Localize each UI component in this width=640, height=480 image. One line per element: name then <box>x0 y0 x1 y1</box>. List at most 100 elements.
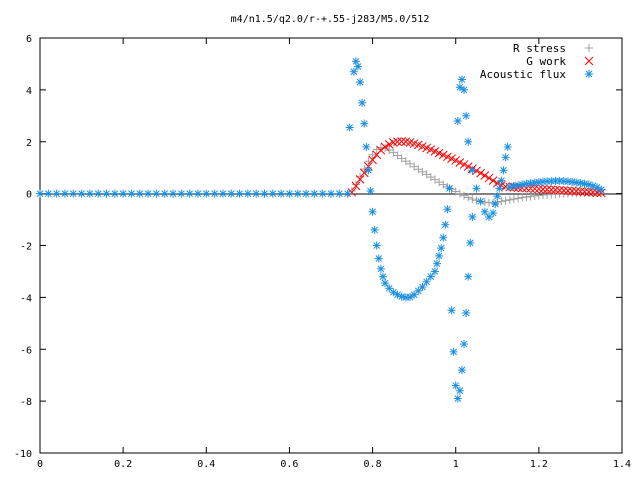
data-point <box>501 196 510 205</box>
data-point <box>437 244 446 253</box>
data-point <box>318 189 327 198</box>
series-g-work <box>347 137 606 198</box>
data-point <box>526 192 535 201</box>
data-point <box>389 148 398 157</box>
data-point <box>94 189 103 198</box>
y-tick-label: 0 <box>26 190 32 201</box>
data-point <box>563 177 572 186</box>
data-point <box>110 189 119 198</box>
data-point <box>576 187 585 196</box>
data-point <box>538 184 548 194</box>
data-point <box>453 394 462 403</box>
data-point <box>464 272 473 281</box>
data-point <box>69 189 78 198</box>
data-point <box>555 185 564 195</box>
series-r-stress <box>347 143 606 207</box>
data-point <box>426 173 435 182</box>
data-point <box>356 78 365 87</box>
data-point <box>380 142 390 152</box>
data-point <box>370 225 379 234</box>
data-point <box>455 158 465 167</box>
data-point <box>354 62 363 71</box>
data-point <box>489 198 498 207</box>
data-point <box>385 146 394 155</box>
data-point <box>177 189 186 198</box>
data-point <box>426 272 435 281</box>
plot-area-border <box>39 37 623 454</box>
data-point <box>202 189 211 198</box>
data-point <box>372 145 381 154</box>
data-point <box>497 197 506 206</box>
data-point <box>445 184 454 193</box>
data-point <box>422 277 431 286</box>
data-point <box>52 189 61 198</box>
data-point <box>368 207 377 216</box>
data-point <box>119 189 128 198</box>
y-tick-label: -4 <box>20 293 32 304</box>
data-point <box>44 189 53 198</box>
data-point <box>362 142 371 151</box>
data-point <box>491 200 500 208</box>
x-tick-label: 0.4 <box>197 459 215 470</box>
data-point <box>360 119 369 128</box>
y-tick-label: -6 <box>20 345 32 356</box>
data-point <box>135 189 144 198</box>
data-point <box>397 154 406 163</box>
data-point <box>518 193 527 202</box>
data-point <box>597 185 606 194</box>
data-point <box>227 189 236 198</box>
legend-marker <box>584 56 594 66</box>
data-point <box>397 137 407 146</box>
data-point <box>193 189 202 198</box>
data-point <box>376 264 385 273</box>
data-point <box>451 156 461 165</box>
data-point <box>393 151 402 160</box>
x-tick-label: 0.6 <box>280 459 298 470</box>
data-point <box>503 142 512 151</box>
data-point <box>285 189 294 198</box>
data-point <box>441 220 450 229</box>
data-point <box>588 187 598 197</box>
data-point <box>418 167 427 176</box>
data-point <box>551 185 560 195</box>
data-point <box>468 195 477 204</box>
x-tick-label: 0 <box>37 459 43 470</box>
data-point <box>414 165 423 174</box>
data-point <box>102 189 111 198</box>
x-tick-label: 0.2 <box>114 459 132 470</box>
data-point <box>343 189 352 198</box>
data-point <box>372 241 381 250</box>
y-axis: 6 4 2 0 -2 -4 -6 -8 -10 <box>14 34 622 460</box>
data-point <box>567 186 577 196</box>
data-point <box>462 111 471 120</box>
data-point <box>501 153 510 162</box>
data-point <box>366 187 375 196</box>
data-point <box>568 177 577 186</box>
data-point <box>127 189 136 198</box>
data-point <box>488 176 498 186</box>
data-point <box>144 189 153 198</box>
data-point <box>358 98 367 107</box>
data-point <box>405 159 414 168</box>
data-point <box>160 189 169 198</box>
legend-marker <box>585 70 593 78</box>
data-point <box>210 189 219 198</box>
data-point <box>559 186 569 195</box>
data-point <box>530 191 539 200</box>
data-point <box>530 178 539 187</box>
data-point <box>459 160 469 169</box>
data-point <box>571 186 581 196</box>
data-point <box>351 180 360 189</box>
data-point <box>351 181 361 191</box>
legend-label: R stress <box>513 42 566 55</box>
data-point <box>460 340 469 349</box>
data-point <box>302 189 311 198</box>
x-tick-label: 1.4 <box>613 459 631 470</box>
x-axis: 0 0.2 0.4 0.6 0.8 1 1.2 1.4 <box>37 38 631 470</box>
data-point <box>572 178 581 187</box>
data-point <box>464 137 473 146</box>
data-point <box>435 178 444 187</box>
data-point <box>368 150 377 159</box>
x-tick-label: 1.2 <box>530 459 548 470</box>
data-point <box>534 178 543 187</box>
